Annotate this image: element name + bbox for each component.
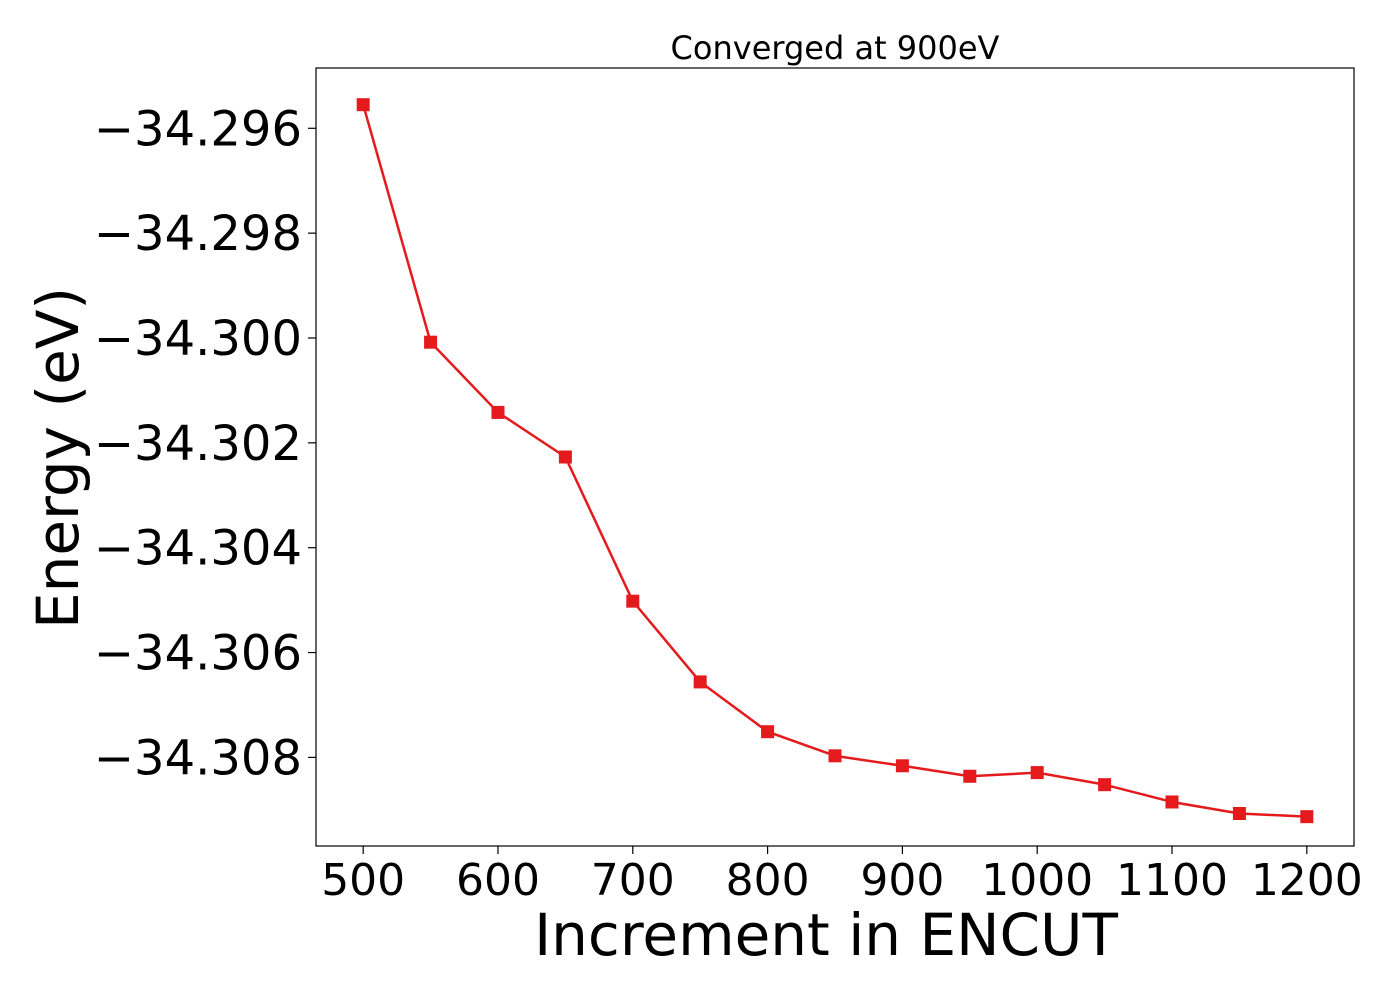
y-tick-label: −34.296 — [94, 101, 302, 157]
x-axis-label: Increment in ENCUT — [534, 901, 1118, 969]
data-point-marker — [693, 675, 707, 689]
plot-area-frame — [315, 67, 1355, 847]
y-axis-label: Energy (eV) — [24, 287, 92, 629]
y-tick-label: −34.308 — [94, 730, 302, 786]
data-point-marker — [828, 749, 842, 763]
data-point-marker — [1098, 778, 1112, 792]
x-tick-label: 700 — [591, 855, 675, 906]
y-tick-label: −34.300 — [94, 311, 302, 367]
x-tick-label: 800 — [726, 855, 810, 906]
data-point-marker — [356, 98, 370, 112]
x-tick-label: 500 — [321, 855, 405, 906]
x-axis-ticks: 500 600 700 800 900 1000 1100 1200 — [321, 846, 1363, 906]
x-tick-label: 600 — [456, 855, 540, 906]
data-point-marker — [558, 450, 572, 464]
data-point-marker — [895, 759, 909, 773]
data-point-marker — [626, 594, 640, 608]
data-point-marker — [1232, 806, 1246, 820]
data-point-marker — [761, 725, 775, 739]
data-point-marker — [1165, 795, 1179, 809]
y-axis-ticks: −34.296 −34.298 −34.300 −34.302 −34.304 −34.3… — [94, 101, 316, 786]
y-tick-label: −34.298 — [94, 206, 302, 262]
data-point-marker — [424, 335, 438, 349]
chart-title: Converged at 900eV — [671, 29, 1000, 67]
data-point-marker — [491, 405, 505, 419]
data-point-marker — [963, 769, 977, 783]
x-tick-label: 900 — [860, 855, 944, 906]
x-tick-label: 1100 — [1116, 855, 1228, 906]
y-tick-label: −34.306 — [94, 626, 302, 682]
data-point-marker — [1030, 766, 1044, 780]
y-tick-label: −34.304 — [94, 521, 302, 577]
x-tick-label: 1000 — [981, 855, 1093, 906]
data-point-marker — [1300, 810, 1314, 824]
x-tick-label: 1200 — [1251, 855, 1363, 906]
series-layer — [356, 98, 1314, 824]
y-tick-label: −34.302 — [94, 416, 302, 472]
